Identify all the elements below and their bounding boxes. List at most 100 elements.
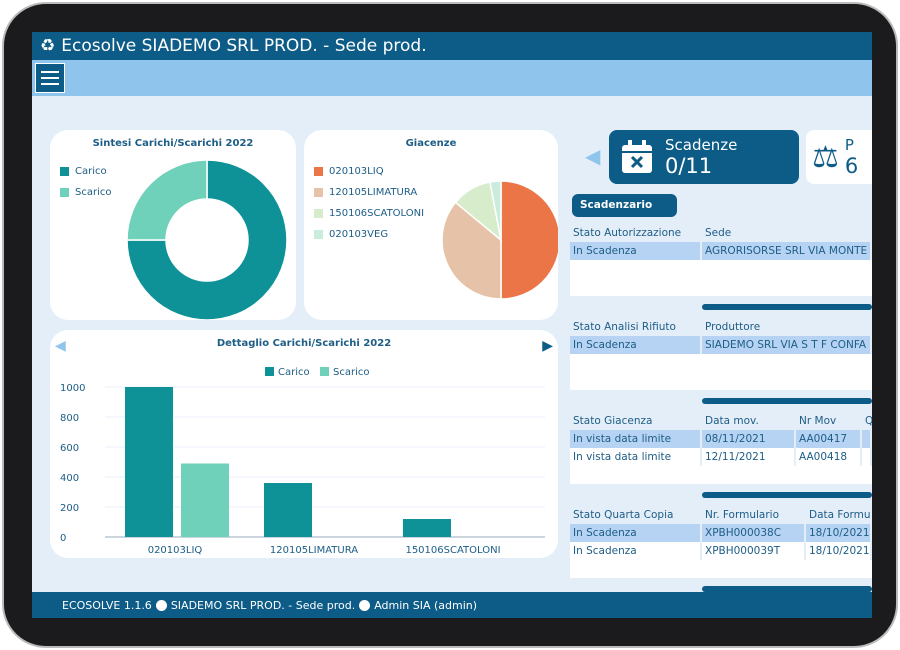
kpi-scadenze[interactable]: Scadenze 0/11 — [609, 130, 799, 184]
x-tick-label: 120105LIMATURA — [270, 545, 358, 556]
column-header[interactable]: Stato Giacenza — [573, 415, 653, 427]
table-row[interactable]: In vista data limite 12/11/2021 AA00418 — [570, 448, 872, 466]
pie-card: Giacenze 020103LIQ 120105LIMATURA 150106SC… — [304, 130, 558, 320]
legend-label: 020103LIQ — [329, 166, 384, 177]
table-cell: XPBH000038C — [702, 524, 806, 542]
table-header: Stato Autorizzazione Sede — [570, 224, 872, 242]
legend-item[interactable]: 150106SCATOLONI — [314, 208, 424, 219]
legend-label: Carico — [75, 166, 107, 177]
footer-company: SIADEMO SRL PROD. - Sede prod. — [170, 598, 356, 612]
column-header[interactable]: Data Formu — [809, 509, 871, 521]
legend-swatch — [60, 188, 69, 197]
table-header: Stato Analisi Rifiuto Produttore — [570, 318, 872, 336]
column-header[interactable]: Stato Analisi Rifiuto — [573, 321, 676, 333]
table-cell — [862, 448, 872, 466]
bar-carico-150106scatoloni[interactable] — [403, 519, 451, 537]
y-tick-label: 600 — [60, 443, 79, 454]
table-cell: AA00417 — [796, 430, 862, 448]
table-cell: 12/11/2021 — [702, 448, 796, 466]
legend-item[interactable]: 120105LIMATURA — [314, 187, 424, 198]
table-cell: In Scadenza — [570, 336, 702, 354]
bar-carico-020103liq[interactable] — [125, 387, 173, 537]
pie-title: Giacenze — [405, 138, 457, 149]
footer: ECOSOLVE 1.1.6 SIADEMO SRL PROD. - Sede … — [32, 592, 872, 618]
slice-carico[interactable] — [126, 159, 288, 320]
column-header[interactable]: Stato Quarta Copia — [573, 509, 674, 521]
y-tick-label: 200 — [60, 503, 79, 514]
title-bar: ♻ Ecosolve SIADEMO SRL PROD. - Sede prod… — [32, 32, 872, 60]
table-cell: In Scadenza — [570, 242, 702, 260]
donut-title: Sintesi Carichi/Scarichi 2022 — [92, 138, 254, 149]
tab-scadenzario[interactable]: Scadenzario — [572, 194, 677, 217]
slice-020103veg[interactable] — [489, 180, 502, 241]
bar-title: Dettaglio Carichi/Scarichi 2022 — [216, 338, 392, 349]
pie-chart — [441, 180, 558, 300]
column-header[interactable]: Stato Autorizzazione — [573, 227, 682, 239]
kpi-prev-icon[interactable]: ◀ — [585, 144, 601, 168]
table-row[interactable]: In Scadenza XPBH000038C 18/10/2021 — [570, 524, 872, 542]
table-cell: 18/10/2021 — [806, 524, 872, 542]
table-cell: AA00418 — [796, 448, 862, 466]
legend-label[interactable]: Carico — [278, 367, 310, 378]
x-tick-label: 150106SCATOLONI — [405, 545, 500, 556]
horizontal-scrollbar[interactable] — [702, 492, 872, 498]
bar-card: Dettaglio Carichi/Scarichi 2022 ◀ ▶ Cari… — [50, 330, 558, 558]
table-cell: AGRORISORSE SRL VIA MONTE — [702, 242, 872, 260]
horizontal-scrollbar[interactable] — [702, 398, 872, 404]
menu-button[interactable] — [35, 63, 65, 93]
table-cell: SIADEMO SRL VIA S T F CONFA — [702, 336, 872, 354]
bar-scarico-020103liq[interactable] — [181, 463, 229, 538]
y-tick-label: 1000 — [60, 383, 85, 394]
x-tick-label: 020103LIQ — [148, 545, 203, 556]
bar-legend: Carico Scarico — [265, 367, 369, 378]
column-header[interactable]: Produttore — [705, 321, 761, 333]
legend-item[interactable]: Carico — [60, 166, 111, 177]
column-header[interactable]: Q — [865, 415, 872, 427]
column-header[interactable]: Nr. Formulario — [705, 509, 779, 521]
legend-item[interactable]: 020103LIQ — [314, 166, 424, 177]
app-screen: ♻ Ecosolve SIADEMO SRL PROD. - Sede prod… — [32, 32, 872, 618]
legend-swatch — [314, 230, 323, 239]
table-cell: 18/10/2021 — [806, 542, 872, 560]
slice-020103liq[interactable] — [500, 180, 558, 300]
calendar-x-icon — [622, 140, 652, 173]
legend-label[interactable]: Scarico — [333, 367, 369, 378]
prev-arrow-icon[interactable]: ◀ — [55, 338, 66, 354]
legend-swatch — [320, 367, 329, 376]
table-cell: In Scadenza — [570, 542, 702, 560]
kpi-next-value: 6 — [844, 154, 859, 178]
table-row[interactable]: In Scadenza SIADEMO SRL VIA S T F CONFA — [570, 336, 872, 354]
slice-120105limatura[interactable] — [441, 201, 502, 300]
next-arrow-icon[interactable]: ▶ — [542, 338, 553, 354]
legend-item[interactable]: Scarico — [60, 187, 111, 198]
donut-chart — [126, 159, 288, 320]
donut-card: Sintesi Carichi/Scarichi 2022 Carico Scar… — [50, 130, 296, 320]
table-row[interactable]: In Scadenza XPBH000039T 18/10/2021 — [570, 542, 872, 560]
y-tick-label: 0 — [60, 533, 66, 544]
y-tick-label: 800 — [60, 413, 79, 424]
slice-scarico[interactable] — [126, 159, 208, 241]
horizontal-scrollbar[interactable] — [702, 586, 872, 592]
table-cell: 08/11/2021 — [702, 430, 796, 448]
table-row[interactable]: In vista data limite 08/11/2021 AA00417 — [570, 430, 872, 448]
column-header[interactable]: Sede — [705, 227, 732, 239]
table-header: Stato Giacenza Data mov. Nr Mov Q — [570, 412, 872, 430]
column-header[interactable]: Data mov. — [705, 415, 759, 427]
bar-carico-120105limatura[interactable] — [264, 483, 312, 537]
kpi-next-label: P — [844, 136, 854, 154]
legend-swatch — [60, 167, 69, 176]
recycle-logo-icon: ♻ — [40, 36, 56, 56]
legend-item[interactable]: 020103VEG — [314, 229, 424, 240]
table-header: Stato Quarta Copia Nr. Formulario Data For… — [570, 506, 872, 524]
scadenze-table: Stato Giacenza Data mov. Nr Mov Q In vista d… — [570, 412, 872, 498]
toolbar — [32, 60, 872, 96]
legend-label: 020103VEG — [329, 229, 389, 240]
scadenze-table: Stato Autorizzazione Sede In Scadenza AGROR… — [570, 224, 872, 310]
horizontal-scrollbar[interactable] — [702, 304, 872, 310]
table-row[interactable]: In Scadenza AGRORISORSE SRL VIA MONTE — [570, 242, 872, 260]
footer-user: Admin SIA (admin) — [374, 598, 478, 612]
legend-swatch — [314, 167, 323, 176]
table-cell: In Scadenza — [570, 524, 702, 542]
column-header[interactable]: Nr Mov — [799, 415, 837, 427]
